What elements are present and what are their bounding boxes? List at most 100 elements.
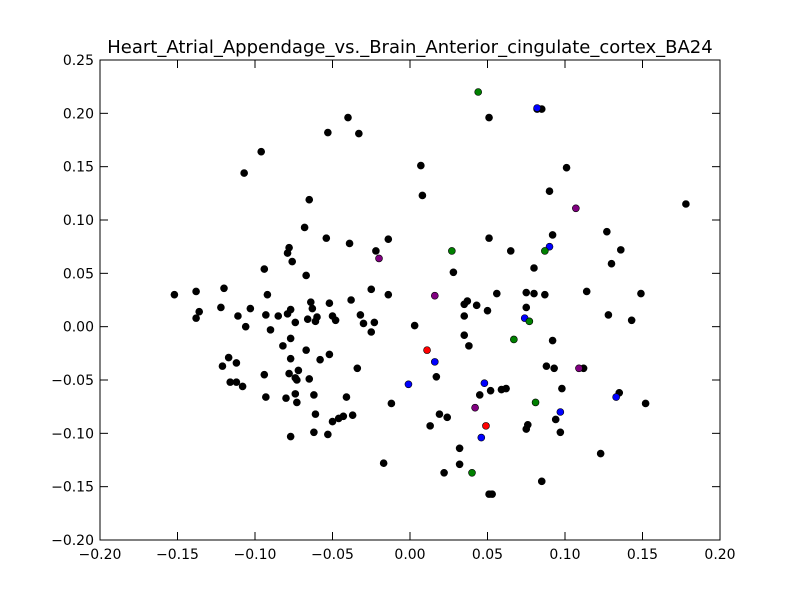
scatter-point [356, 311, 365, 319]
scatter-point [274, 312, 283, 320]
scatter-point [316, 355, 324, 364]
scatter-point [492, 289, 501, 298]
y-tick-label: 0.05 [63, 266, 94, 282]
scatter-point [471, 403, 479, 412]
scatter-point [627, 316, 636, 325]
y-tick-label: 0.10 [63, 213, 94, 229]
scatter-point [322, 234, 331, 242]
scatter-point [282, 394, 290, 402]
scatter-point [612, 393, 620, 401]
scatter-point [448, 247, 456, 255]
axes-frame [99, 59, 721, 541]
chart-title: Heart_Atrial_Appendage_vs._Brain_Anterio… [107, 37, 712, 58]
scatter-point [384, 235, 393, 243]
scatter-point [170, 290, 179, 299]
scatter-point [604, 311, 613, 319]
scatter-point [575, 364, 583, 373]
scatter-point [359, 319, 368, 328]
scatter-point [234, 312, 242, 320]
y-tick-label: −0.10 [51, 426, 94, 442]
scatter-point [548, 231, 557, 239]
scatter-point [240, 169, 248, 177]
scatter-point [325, 350, 334, 359]
scatter-point [238, 382, 247, 391]
scatter-point [192, 314, 200, 322]
scatter-point [192, 287, 200, 296]
scatter-point [460, 312, 469, 320]
scatter-point [435, 410, 444, 418]
scatter-point [286, 432, 295, 441]
scatter-point [449, 268, 458, 277]
scatter-point [542, 362, 551, 370]
scatter-point [372, 247, 380, 255]
scatter-point [443, 413, 452, 422]
scatter-point [541, 290, 549, 299]
scatter-point [305, 375, 314, 383]
scatter-point [417, 161, 425, 170]
scatter-point [286, 334, 295, 343]
scatter-point [468, 468, 476, 477]
scatter-point [355, 129, 363, 138]
scatter-point [367, 328, 376, 336]
scatter-point [262, 311, 270, 319]
scatter-point [344, 113, 352, 122]
y-tick-label: −0.05 [51, 373, 94, 389]
scatter-point [246, 304, 255, 313]
scatter-point [550, 364, 558, 373]
scatter-point [266, 326, 275, 334]
scatter-point [430, 291, 439, 300]
scatter-point [522, 303, 531, 312]
scatter-point [367, 285, 376, 294]
scatter-point [263, 290, 272, 299]
scatter-point [379, 459, 388, 468]
x-tick-label: −0.20 [79, 547, 122, 563]
scatter-point [293, 398, 301, 407]
scatter-point [502, 384, 510, 393]
scatter-point [530, 264, 538, 272]
scatter-point [474, 88, 483, 96]
scatter-point [347, 296, 355, 304]
scatter-point [306, 298, 315, 306]
scatter-point [482, 422, 490, 430]
scatter-point [483, 306, 492, 315]
scatter-point [339, 412, 348, 421]
scatter-point [641, 399, 650, 408]
scatter-point [220, 284, 228, 293]
scatter-point [440, 468, 448, 477]
scatter-point [480, 379, 489, 388]
scatter-point [423, 346, 431, 354]
scatter-point [300, 223, 309, 232]
scatter-point [260, 370, 269, 379]
scatter-point [325, 299, 334, 308]
scatter-point [224, 353, 233, 362]
scatter-point [285, 369, 293, 378]
scatter-point [285, 243, 293, 252]
plot-background [100, 60, 720, 540]
scatter-point [556, 428, 565, 437]
scatter-point [195, 307, 203, 316]
scatter-point [541, 247, 549, 255]
scatter-point [279, 342, 287, 350]
scatter-point [537, 477, 546, 486]
x-tick-label: −0.05 [311, 547, 354, 563]
scatter-point [486, 386, 495, 395]
scatter-point [603, 227, 611, 236]
scatter-point [324, 430, 332, 439]
scatter-point [310, 391, 318, 399]
scatter-point [313, 313, 321, 321]
y-tick-label: 0.15 [63, 160, 94, 176]
scatter-point [241, 322, 250, 331]
scatter-point [418, 191, 427, 200]
scatter-point [488, 490, 496, 498]
scatter-point [426, 422, 434, 430]
scatter-point [218, 362, 227, 370]
scatter-point [523, 420, 532, 429]
scatter-point [410, 321, 419, 330]
scatter-point [463, 297, 472, 305]
scatter-point [432, 372, 441, 381]
scatter-point [328, 417, 337, 426]
scatter-point [348, 411, 357, 420]
scatter-point [558, 384, 566, 393]
scatter-point [506, 247, 515, 255]
scatter-point [303, 315, 312, 324]
